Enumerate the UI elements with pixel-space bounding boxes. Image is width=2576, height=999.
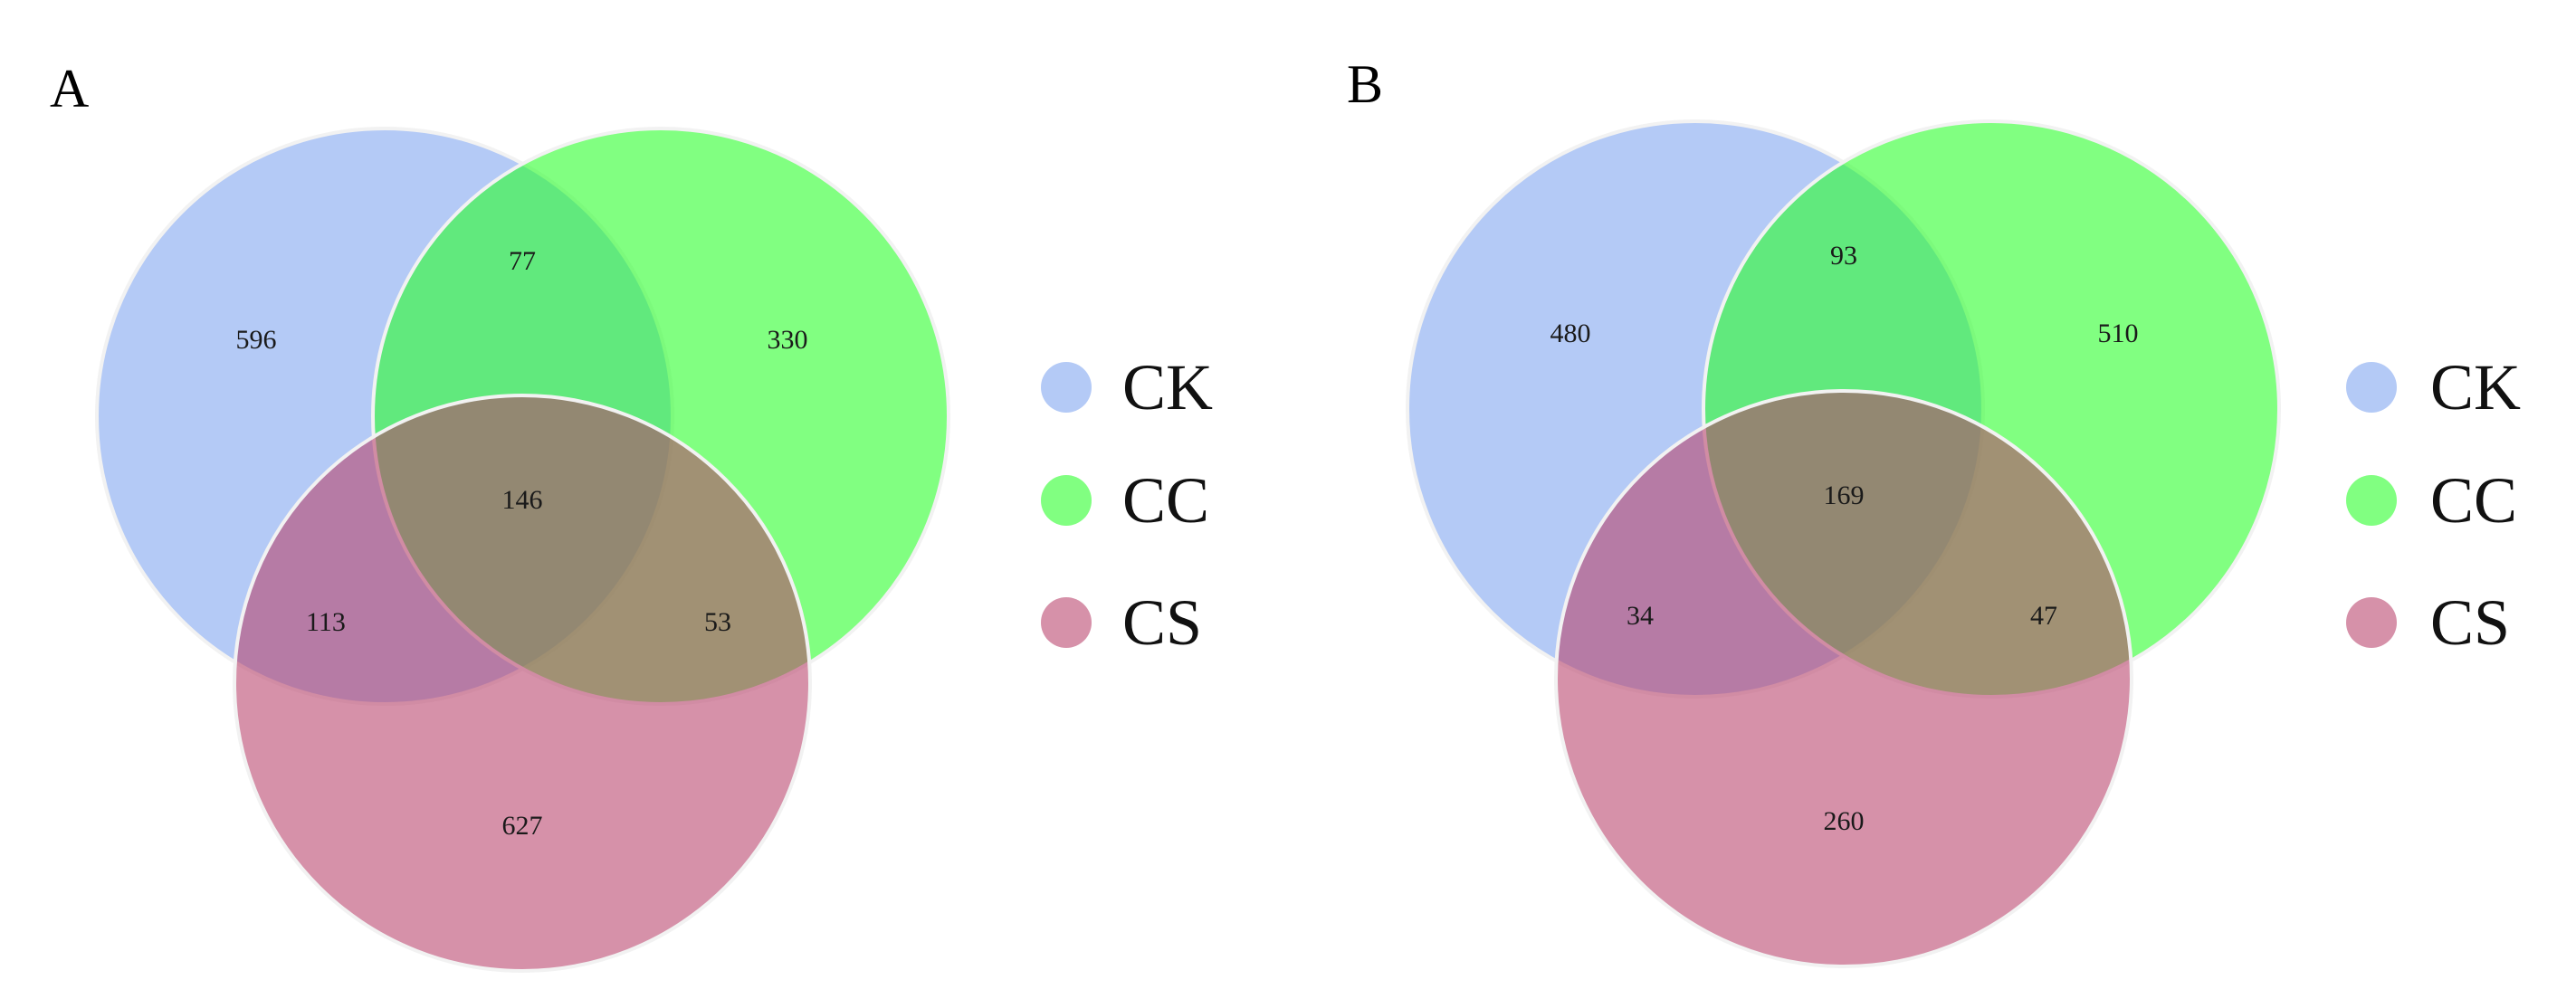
- legend-b-swatch-cc: [2346, 475, 2397, 526]
- venn-a-count-cc-cs: 53: [704, 607, 731, 637]
- panel-a: A 596 77 330 146 113 53 627 CK CC CS: [50, 59, 1213, 973]
- venn-b-count-cc-cs: 47: [2030, 601, 2057, 631]
- legend-b-swatch-cs: [2346, 597, 2397, 648]
- legend-a-swatch-cc: [1041, 475, 1092, 526]
- legend-b-label-ck: CK: [2430, 351, 2521, 423]
- legend-b: CK CC CS: [2346, 351, 2521, 659]
- venn-b-count-ck-cc: 93: [1830, 241, 1857, 271]
- venn-b-count-ck-only: 480: [1550, 319, 1591, 348]
- venn-b-count-cs-only: 260: [1824, 806, 1865, 836]
- venn-a-circle-cs: [233, 394, 812, 973]
- legend-a-swatch-cs: [1041, 597, 1092, 648]
- venn-b-circle-cs: [1554, 389, 2133, 968]
- venn-b-count-cc-only: 510: [2098, 319, 2139, 348]
- legend-a-swatch-ck: [1041, 362, 1092, 413]
- legend-b-label-cs: CS: [2430, 586, 2510, 659]
- panel-label-a: A: [50, 59, 89, 119]
- legend-a-label-cc: CC: [1122, 464, 1209, 537]
- venn-a-count-ck-cc: 77: [509, 246, 536, 276]
- panel-label-b: B: [1347, 54, 1383, 114]
- panel-b: B 480 93 510 169 34 47 260 CK CC CS: [1347, 54, 2521, 968]
- legend-a-label-ck: CK: [1122, 351, 1213, 423]
- venn-a-count-all: 146: [502, 485, 543, 515]
- legend-a: CK CC CS: [1041, 351, 1213, 659]
- legend-b-swatch-ck: [2346, 362, 2397, 413]
- legend-a-label-cs: CS: [1122, 586, 1202, 659]
- venn-a-count-cs-only: 627: [502, 811, 543, 841]
- venn-a-count-ck-cs: 113: [306, 607, 346, 637]
- legend-b-label-cc: CC: [2430, 464, 2517, 537]
- venn-b-count-ck-cs: 34: [1627, 601, 1654, 631]
- venn-a-count-cc-only: 330: [768, 325, 808, 355]
- venn-a-count-ck-only: 596: [236, 325, 277, 355]
- venn-b-count-all: 169: [1824, 480, 1865, 510]
